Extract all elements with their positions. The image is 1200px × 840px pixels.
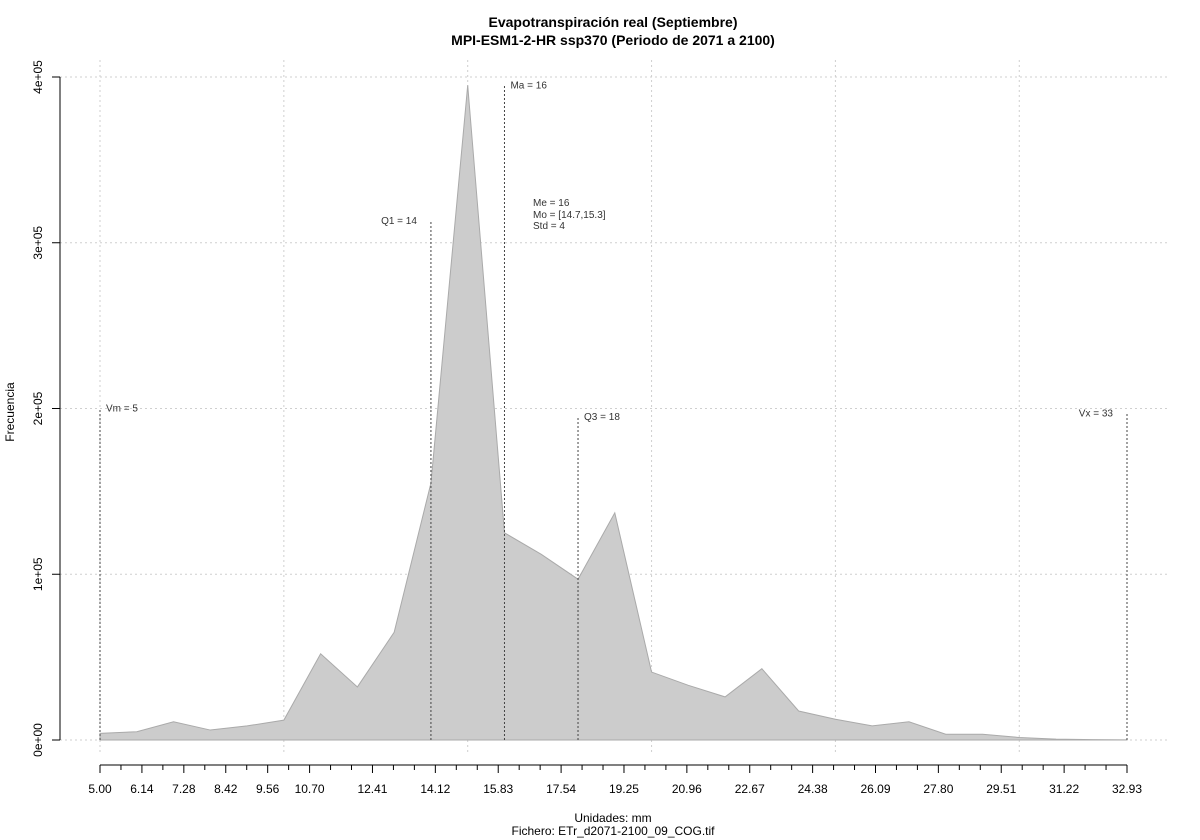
x-tick-label: 15.83 (483, 782, 513, 796)
y-tick-label: 0e+00 (31, 723, 45, 757)
x-tick-label: 14.12 (420, 782, 450, 796)
stat-std: Std = 4 (533, 221, 565, 232)
reference-label: Q3 = 18 (584, 412, 620, 423)
y-tick-label: 2e+05 (31, 391, 45, 425)
x-tick-label: 19.25 (609, 782, 639, 796)
x-tick-label: 29.51 (986, 782, 1016, 796)
x-tick-label: 17.54 (546, 782, 576, 796)
x-tick-label: 8.42 (214, 782, 238, 796)
x-tick-label: 5.00 (88, 782, 112, 796)
x-tick-label: 10.70 (295, 782, 325, 796)
stat-median: Me = 16 (533, 198, 570, 209)
x-tick-label: 31.22 (1049, 782, 1079, 796)
y-axis-label: Frecuencia (3, 382, 17, 442)
x-tick-label: 22.67 (735, 782, 765, 796)
stats-box: Me = 16 Mo = [14.7,15.3] Std = 4 (533, 198, 606, 232)
reference-label: Q1 = 14 (381, 216, 417, 227)
grid (60, 60, 1170, 755)
x-tick-label: 7.28 (172, 782, 196, 796)
x-tick-label: 24.38 (798, 782, 828, 796)
x-axis-label: Unidades: mm (574, 811, 651, 825)
frequency-area-path (99, 85, 1128, 741)
chart-title: Evapotranspiración real (Septiembre) (489, 14, 738, 30)
stat-mode: Mo = [14.7,15.3] (533, 210, 606, 221)
chart-subtitle: MPI-ESM1-2-HR ssp370 (Periodo de 2071 a … (451, 32, 775, 48)
axes: 0e+00 1e+05 2e+05 3e+05 4e+05 5.00 6.14 7.28 8.4… (31, 60, 1142, 796)
reference-label: Ma = 16 (510, 80, 547, 91)
x-tick-label: 20.96 (672, 782, 702, 796)
reference-lines: Vm = 5 Q1 = 14 Ma = 16 Q3 = 18 Vx = 33 (99, 80, 1128, 740)
y-tick-label: 3e+05 (31, 226, 45, 260)
x-tick-label: 26.09 (860, 782, 890, 796)
reference-label: Vm = 5 (106, 404, 138, 415)
x-tick-label: 32.93 (1112, 782, 1142, 796)
x-tick-label: 27.80 (923, 782, 953, 796)
y-tick-label: 4e+05 (31, 60, 45, 94)
x-tick-label: 12.41 (357, 782, 387, 796)
x-tick-label: 6.14 (130, 782, 154, 796)
x-tick-label: 9.56 (256, 782, 280, 796)
y-tick-label: 1e+05 (31, 557, 45, 591)
frequency-area (99, 85, 1128, 741)
reference-label: Vx = 33 (1079, 408, 1114, 419)
file-caption: Fichero: ETr_d2071-2100_09_COG.tif (512, 824, 716, 838)
